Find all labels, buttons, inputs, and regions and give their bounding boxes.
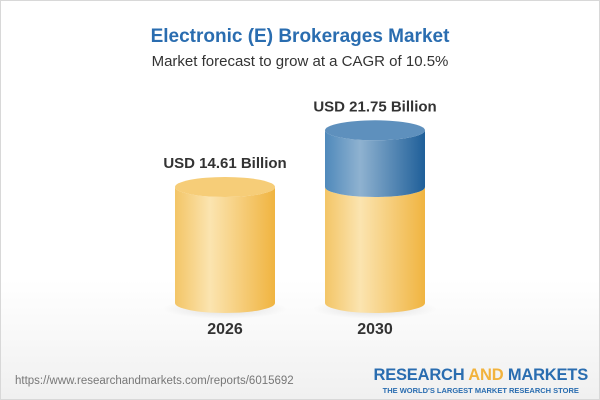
category-label: 2026 — [207, 321, 243, 338]
chart-title: Electronic (E) Brokerages Market — [150, 26, 450, 47]
category-label: 2030 — [357, 321, 393, 338]
cylinder-top — [325, 120, 425, 141]
cylinder-growth-segment — [325, 130, 425, 197]
data-label: USD 21.75 Billion — [313, 98, 436, 115]
data-label: USD 14.61 Billion — [163, 155, 286, 172]
cylinder-body — [175, 187, 275, 313]
cylinder-base-segment — [325, 187, 425, 313]
source-url[interactable]: https://www.researchandmarkets.com/repor… — [15, 375, 294, 387]
chart-subtitle: Market forecast to grow at a CAGR of 10.… — [151, 53, 449, 70]
cylinder-top — [175, 177, 275, 197]
research-and-markets-logo: RESEARCH AND MARKETS THE WORLD'S LARGEST… — [373, 366, 588, 395]
